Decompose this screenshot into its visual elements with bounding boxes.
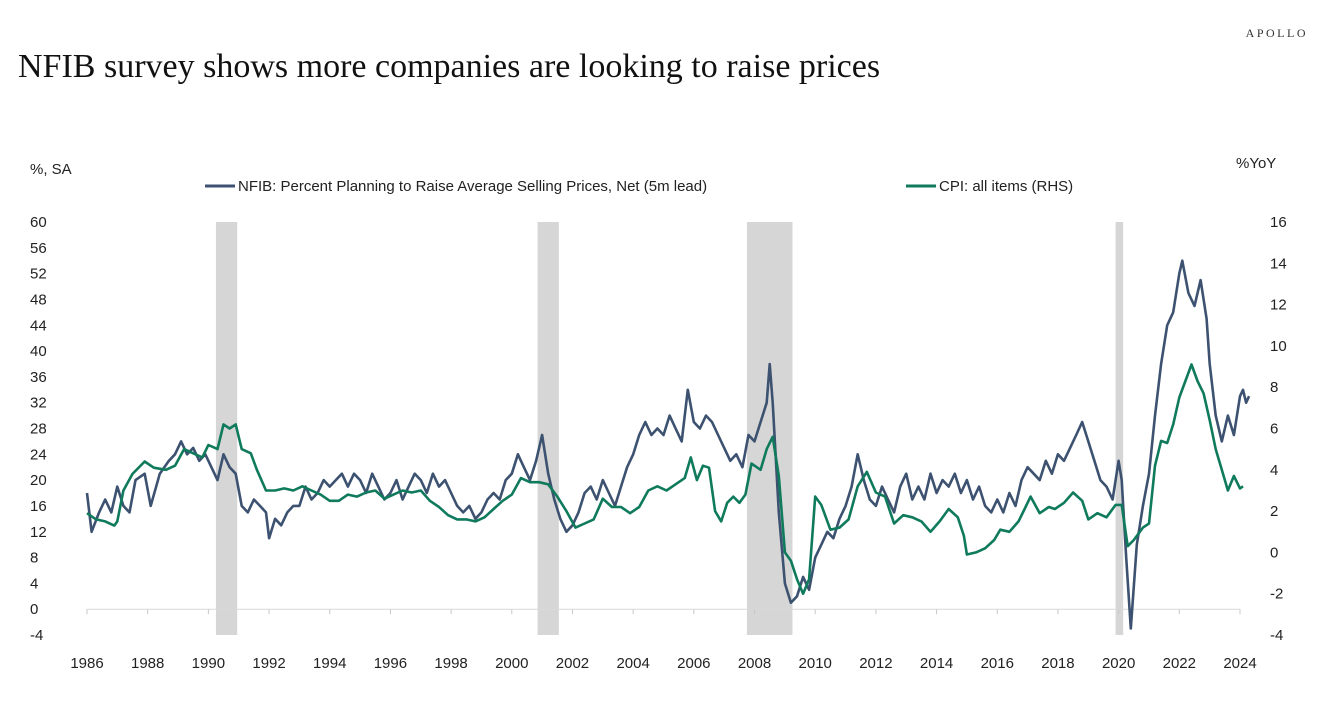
left-tick-label: 20 xyxy=(30,472,47,489)
right-tick-label: 0 xyxy=(1270,544,1278,561)
left-tick-label: 4 xyxy=(30,575,38,592)
right-tick-label: 6 xyxy=(1270,421,1278,438)
x-tick-label: 2004 xyxy=(616,655,649,672)
right-tick-label: 12 xyxy=(1270,297,1287,314)
left-tick-label: 52 xyxy=(30,266,47,283)
x-tick-label: 2000 xyxy=(495,655,528,672)
recession-bands xyxy=(215,222,1124,635)
left-tick-label: 32 xyxy=(30,395,47,412)
x-tick-label: 2016 xyxy=(981,655,1014,672)
right-tick-label: -2 xyxy=(1270,586,1283,603)
x-tick-label: 1996 xyxy=(374,655,407,672)
x-tick-label: 2006 xyxy=(677,655,710,672)
x-tick-label: 1990 xyxy=(192,655,225,672)
recession-band xyxy=(537,222,559,635)
left-tick-label: 56 xyxy=(30,240,47,257)
left-tick-label: 40 xyxy=(30,343,47,360)
left-tick-label: 28 xyxy=(30,421,47,438)
right-tick-label: 16 xyxy=(1270,214,1287,231)
x-tick-label: 2012 xyxy=(859,655,892,672)
series-lines xyxy=(85,259,1251,630)
x-tick-label: 1988 xyxy=(131,655,164,672)
page-title: NFIB survey shows more companies are loo… xyxy=(18,48,881,85)
x-tick-label: 1992 xyxy=(252,655,285,672)
x-tick-label: 2022 xyxy=(1163,655,1196,672)
left-tick-label: 60 xyxy=(30,214,47,231)
x-tick-label: 2010 xyxy=(799,655,832,672)
left-tick-label: 16 xyxy=(30,498,47,515)
legend-label-nfib: NFIB: Percent Planning to Raise Average … xyxy=(238,178,707,195)
right-axis-ticks: -4 -2 0 2 4 6 8 10 12 14 16 xyxy=(1270,214,1287,644)
left-tick-label: 8 xyxy=(30,550,38,567)
recession-band xyxy=(1115,222,1124,635)
x-tick-label: 1998 xyxy=(434,655,467,672)
legend: NFIB: Percent Planning to Raise Average … xyxy=(205,178,1073,195)
x-tick-label: 1986 xyxy=(70,655,103,672)
x-tick-label: 2018 xyxy=(1041,655,1074,672)
recession-band xyxy=(746,222,793,635)
x-axis-ticks: 1986 1988 1990 1992 1994 1996 1998 2000 2002 2004… xyxy=(70,609,1257,672)
left-tick-label: -4 xyxy=(30,627,43,644)
right-tick-label: 4 xyxy=(1270,462,1278,479)
series-line-cpi xyxy=(86,363,1244,595)
left-tick-label: 12 xyxy=(30,524,47,541)
series-line-nfib xyxy=(85,259,1251,630)
left-tick-label: 48 xyxy=(30,291,47,308)
x-tick-label: 2008 xyxy=(738,655,771,672)
x-tick-label: 2002 xyxy=(556,655,589,672)
left-tick-label: 44 xyxy=(30,317,47,334)
recession-band xyxy=(215,222,238,635)
brand-logo: APOLLO xyxy=(1245,26,1308,40)
right-axis-label: %YoY xyxy=(1236,155,1276,172)
x-tick-label: 2014 xyxy=(920,655,953,672)
right-tick-label: 8 xyxy=(1270,379,1278,396)
right-tick-label: 10 xyxy=(1270,338,1287,355)
x-tick-label: 2020 xyxy=(1102,655,1135,672)
legend-label-cpi: CPI: all items (RHS) xyxy=(939,178,1073,195)
right-tick-label: 14 xyxy=(1270,255,1287,272)
right-tick-label: -4 xyxy=(1270,627,1283,644)
right-tick-label: 2 xyxy=(1270,503,1278,520)
left-tick-label: 0 xyxy=(30,601,38,618)
left-tick-label: 36 xyxy=(30,369,47,386)
left-tick-label: 24 xyxy=(30,446,47,463)
left-axis-label: %, SA xyxy=(30,161,72,178)
x-tick-label: 1994 xyxy=(313,655,346,672)
x-tick-label: 2024 xyxy=(1223,655,1256,672)
